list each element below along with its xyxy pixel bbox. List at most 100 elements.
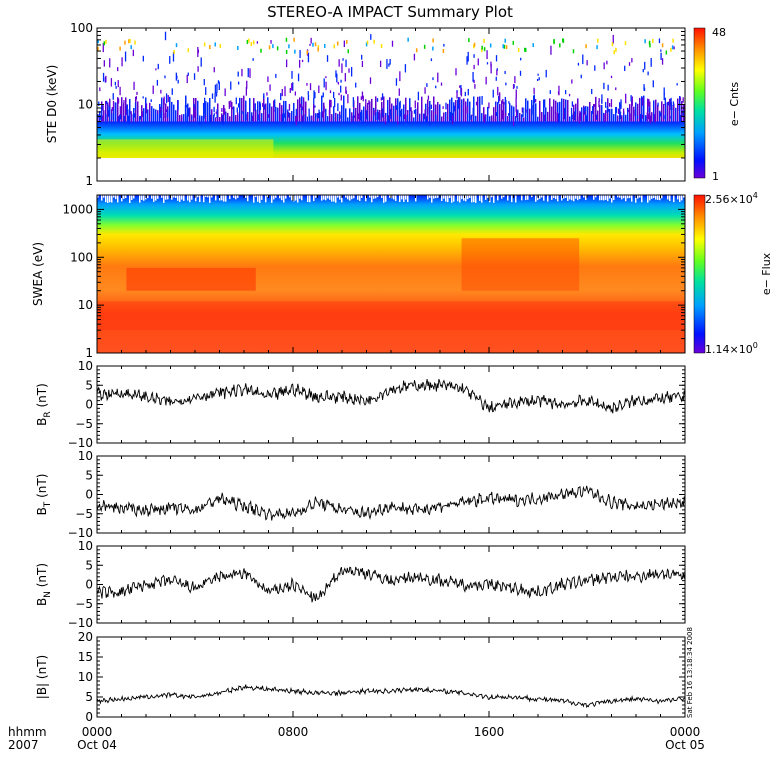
- ste-count-mark: [671, 107, 673, 110]
- ste-count-mark: [338, 59, 340, 67]
- ste-count-mark: [619, 111, 622, 120]
- ste-count-mark: [241, 110, 243, 114]
- ste-count-mark: [445, 111, 447, 122]
- ste-count-mark: [643, 84, 645, 91]
- ste-count-mark: [153, 116, 155, 123]
- ste-count-mark: [491, 115, 493, 122]
- ste-count-mark: [211, 93, 214, 99]
- swea-data-gap: [611, 195, 613, 203]
- ste-count-mark: [323, 78, 325, 88]
- ste-count-mark: [654, 113, 656, 123]
- swea-data-gap: [583, 195, 585, 198]
- line-panel-frame: [96, 636, 686, 718]
- swea-data-gap: [653, 195, 655, 199]
- ste-count-mark: [631, 96, 633, 106]
- swea-data-gap: [225, 195, 227, 202]
- ste-count-mark: [625, 93, 627, 104]
- ste-count-mark: [426, 83, 428, 87]
- ste-count-mark: [313, 98, 315, 105]
- ste-count-mark: [233, 106, 235, 122]
- ste-count-mark: [587, 112, 589, 122]
- ste-count-mark: [505, 45, 508, 50]
- ste-count-mark: [641, 96, 643, 122]
- swea-data-gap: [215, 195, 217, 201]
- ste-count-mark: [512, 84, 515, 90]
- ste-count-mark: [570, 107, 573, 114]
- ste-count-mark: [437, 102, 439, 122]
- ste-count-mark: [152, 85, 154, 94]
- ste-count-mark: [339, 114, 341, 119]
- ste-count-mark: [435, 104, 437, 122]
- ste-count-mark: [130, 111, 132, 115]
- ste-count-mark: [629, 104, 631, 122]
- swea-data-gap: [133, 195, 135, 199]
- y-tick-label: 10: [78, 98, 93, 112]
- swea-data-gap: [507, 195, 509, 201]
- ste-count-mark: [275, 106, 277, 122]
- ste-count-mark: [619, 108, 621, 122]
- ste-count-mark: [305, 101, 307, 122]
- ste-count-mark: [292, 82, 294, 91]
- ste-count-mark: [177, 99, 179, 122]
- swea-data-gap: [427, 195, 429, 200]
- ste-count-mark: [608, 109, 610, 112]
- ste-count-mark: [314, 42, 317, 47]
- ste-count-mark: [273, 100, 275, 122]
- swea-data-gap: [485, 195, 487, 200]
- swea-data-gap: [551, 195, 553, 200]
- ste-count-mark: [384, 115, 387, 125]
- ste-count-mark: [316, 113, 319, 118]
- swea-data-gap: [323, 195, 325, 200]
- ste-count-mark: [235, 97, 237, 105]
- y-tick-label: −10: [68, 526, 93, 540]
- ste-count-mark: [297, 99, 299, 122]
- swea-data-gap: [619, 195, 621, 198]
- ste-count-mark: [297, 73, 300, 82]
- swea-data-gap: [451, 195, 453, 203]
- ste-count-mark: [503, 101, 505, 122]
- ste-count-mark: [337, 114, 339, 123]
- ste-count-mark: [337, 103, 339, 112]
- ste-ylabel: STE D0 (keV): [45, 65, 59, 144]
- ste-count-mark: [118, 116, 120, 123]
- swea-data-gap: [525, 195, 527, 201]
- ste-count-mark: [361, 60, 364, 68]
- ste-count-mark: [515, 116, 517, 122]
- ste-count-mark: [362, 95, 364, 102]
- ste-count-mark: [648, 107, 651, 113]
- ste-count-mark: [313, 90, 315, 99]
- ste-count-mark: [543, 99, 545, 122]
- ste-count-mark: [641, 114, 644, 119]
- ste-count-mark: [503, 44, 506, 49]
- ste-count-mark: [663, 115, 665, 120]
- ste-count-mark: [601, 94, 603, 104]
- ste-count-mark: [432, 38, 434, 43]
- ste-count-mark: [164, 31, 167, 41]
- ste-count-mark: [393, 105, 395, 122]
- swea-data-gap: [571, 195, 573, 201]
- ste-count-mark: [376, 98, 379, 102]
- ste-count-mark: [293, 102, 295, 122]
- ste-count-mark: [295, 108, 297, 118]
- y-tick-label: 15: [78, 650, 93, 664]
- swea-data-gap: [623, 195, 625, 199]
- ste-count-mark: [312, 42, 314, 47]
- ste-count-mark: [237, 103, 240, 108]
- ste-count-mark: [583, 107, 585, 114]
- ste-count-mark: [481, 113, 483, 122]
- y-tick-label: −5: [75, 417, 93, 431]
- swea-data-gap: [143, 195, 145, 201]
- ste-count-mark: [132, 49, 134, 57]
- ste-count-mark: [472, 107, 474, 116]
- ste-count-mark: [391, 103, 393, 122]
- ste-count-mark: [347, 49, 349, 54]
- ste-count-mark: [582, 54, 584, 65]
- ste-count-mark: [166, 113, 169, 118]
- swea-data-gap: [245, 195, 247, 198]
- ste-count-mark: [129, 38, 131, 43]
- swea-data-gap: [289, 195, 291, 198]
- ste-count-mark: [321, 95, 323, 122]
- ste-count-mark: [432, 77, 434, 81]
- swea-data-gap: [153, 195, 155, 202]
- ste-count-mark: [105, 100, 108, 105]
